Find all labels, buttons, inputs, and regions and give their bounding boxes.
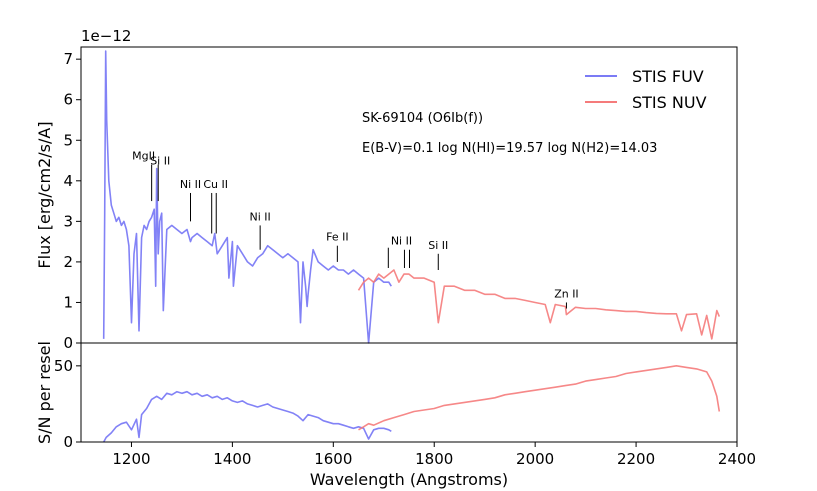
- line-id-label: Cu II: [203, 178, 228, 191]
- flux-y-ticks: 0 1 2 3 4 5 6 7: [63, 50, 81, 352]
- sn-series-stis-fuv: [102, 390, 392, 443]
- flux-y-tick-label: 5: [63, 131, 73, 149]
- target-name-annotation: SK-69104 (O6Ib(f)): [362, 111, 483, 126]
- x-tick-label: 2000: [516, 450, 554, 468]
- flux-y-tick-label: 2: [63, 253, 73, 271]
- x-tick-label: 1200: [112, 450, 150, 468]
- line-id-label: MgII: [132, 150, 155, 163]
- sn-axes-frame: [80, 342, 738, 443]
- flux-series-stis-fuv: [102, 50, 392, 344]
- sn-y-axis-label: S/N per resel: [35, 341, 54, 444]
- extinction-params-annotation: E(B-V)=0.1 log N(HI)=19.57 log N(H2)=14.…: [362, 141, 657, 156]
- x-tick-label: 2200: [617, 450, 655, 468]
- line-id-label: Ni II: [391, 235, 412, 248]
- flux-series-group: [102, 50, 721, 344]
- sn-panel: 0 50 1200 1400 1600 1800 2000 2200 2400 S/N per…: [35, 341, 756, 489]
- line-id-label: Zn II: [554, 287, 579, 300]
- flux-offset-label: 1e−12: [81, 27, 131, 45]
- x-axis-label: Wavelength (Angstroms): [310, 470, 508, 489]
- flux-axes-frame: [80, 46, 738, 344]
- legend-label-fuv: STIS FUV: [632, 67, 704, 86]
- legend: STIS FUV STIS NUV: [585, 67, 707, 112]
- sn-series-group: [102, 365, 721, 443]
- flux-y-tick-label: 3: [63, 212, 73, 230]
- x-ticks: 1200 1400 1600 1800 2000 2200 2400: [112, 442, 756, 468]
- line-id-label: Si II: [428, 239, 448, 252]
- x-tick-label: 1800: [415, 450, 453, 468]
- sn-y-ticks: 0 50: [54, 357, 81, 451]
- line-id-label: Si II: [150, 155, 170, 168]
- x-tick-label: 1600: [314, 450, 352, 468]
- flux-y-tick-label: 6: [63, 91, 73, 109]
- sn-series-stis-nuv: [358, 365, 721, 431]
- flux-y-tick-label: 7: [63, 50, 73, 68]
- line-id-label: Ni II: [249, 210, 270, 223]
- line-id-label: Fe II: [326, 231, 348, 244]
- flux-y-axis-label: Flux [erg/cm2/s/A]: [35, 121, 54, 268]
- flux-y-tick-label: 0: [63, 334, 73, 352]
- x-tick-label: 2400: [718, 450, 756, 468]
- flux-y-tick-label: 1: [63, 293, 73, 311]
- flux-y-tick-label: 4: [63, 172, 73, 190]
- line-id-label: Ni II: [180, 178, 201, 191]
- flux-series-stis-nuv: [357, 269, 721, 340]
- legend-label-nuv: STIS NUV: [632, 93, 707, 112]
- sn-y-tick-label: 50: [54, 357, 73, 375]
- x-tick-label: 1400: [213, 450, 251, 468]
- sn-y-tick-label: 0: [63, 433, 73, 451]
